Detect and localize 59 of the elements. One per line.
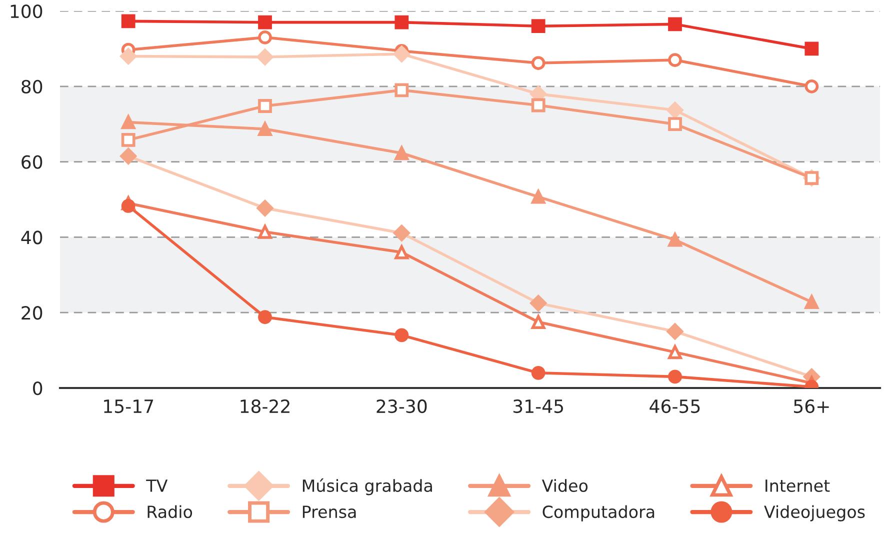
legend-label: Videojuegos xyxy=(764,505,865,522)
point xyxy=(666,102,684,118)
legend-label: Prensa xyxy=(302,506,356,518)
point xyxy=(256,200,274,216)
x-tick-label: 46-55 xyxy=(650,399,700,414)
point xyxy=(258,30,272,44)
point xyxy=(121,198,136,213)
point xyxy=(531,19,546,34)
point xyxy=(666,323,684,340)
y-tick-label: 40 xyxy=(21,230,42,244)
legend-label: Video xyxy=(542,479,588,492)
point xyxy=(668,232,682,247)
point xyxy=(394,146,409,160)
point xyxy=(394,83,409,98)
x-tick-label: 23-30 xyxy=(376,399,427,414)
point xyxy=(121,14,136,28)
point xyxy=(258,15,272,30)
y-tick-label: 20 xyxy=(22,306,42,320)
point xyxy=(530,294,547,312)
point xyxy=(668,53,682,67)
point xyxy=(258,310,272,324)
point xyxy=(120,48,137,65)
y-tick-label: 80 xyxy=(22,80,42,94)
point xyxy=(668,17,682,32)
point xyxy=(120,148,137,164)
y-tick-label: 60 xyxy=(22,155,42,169)
point xyxy=(121,132,136,147)
point xyxy=(668,370,682,384)
legend-label: Radio xyxy=(148,505,192,518)
legend-label: Computadora xyxy=(542,505,654,522)
point xyxy=(394,15,409,30)
point xyxy=(394,328,409,342)
point xyxy=(804,42,819,56)
point xyxy=(804,79,819,94)
point xyxy=(258,224,272,239)
point xyxy=(531,98,546,112)
point xyxy=(393,224,410,242)
y-tick-label: 100 xyxy=(10,4,42,18)
legend-label: Música grabada xyxy=(302,478,432,496)
x-tick-label: 56+ xyxy=(794,399,829,414)
point xyxy=(258,99,272,113)
x-tick-label: 18-22 xyxy=(240,399,290,414)
point xyxy=(394,245,409,260)
x-tick-label: 15-17 xyxy=(104,400,154,414)
point xyxy=(531,190,546,204)
point xyxy=(668,345,682,360)
legend-label: Internet xyxy=(766,480,830,492)
point xyxy=(531,366,546,380)
point xyxy=(804,295,819,309)
point xyxy=(258,122,272,136)
point xyxy=(531,56,546,70)
point xyxy=(668,117,682,132)
point xyxy=(531,315,546,329)
y-tick-label: 0 xyxy=(33,381,42,396)
point xyxy=(256,48,274,66)
point xyxy=(121,115,136,130)
x-tick-label: 31-45 xyxy=(513,399,563,414)
point xyxy=(393,46,410,62)
legend-label: TV xyxy=(146,480,168,492)
